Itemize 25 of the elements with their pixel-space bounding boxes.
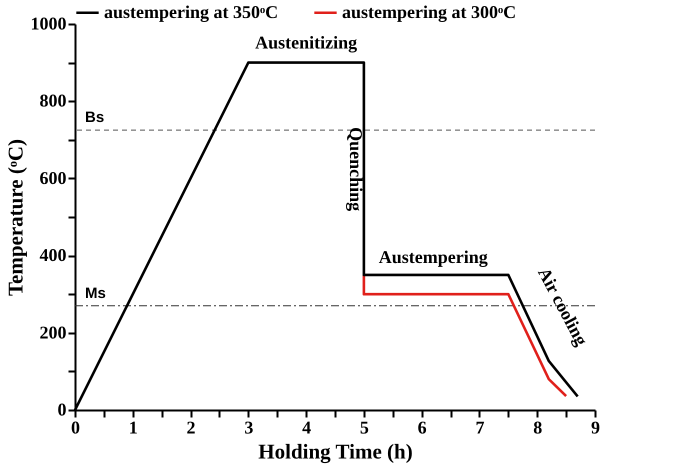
legend-label: austempering at 350ᵒC xyxy=(104,2,278,22)
y-tick-label: 200 xyxy=(40,322,66,342)
legend-label: austempering at 300ᵒC xyxy=(342,2,516,22)
x-tick-label: 6 xyxy=(418,418,427,438)
x-tick-label: 2 xyxy=(186,418,196,438)
x-tick-label: 0 xyxy=(71,418,80,438)
x-tick-label: 4 xyxy=(302,418,312,438)
annotation: Austenitizing xyxy=(255,32,358,53)
y-tick-label: 0 xyxy=(58,400,66,420)
x-axis-title: Holding Time (h) xyxy=(258,440,413,464)
x-tick-label: 7 xyxy=(475,418,484,438)
ref-line-label: Ms xyxy=(85,284,106,302)
y-axis-title: Temperature (ᵒC) xyxy=(4,138,28,296)
y-tick-label: 400 xyxy=(40,245,66,266)
x-tick-label: 8 xyxy=(533,418,542,438)
y-tick-label: 600 xyxy=(40,168,66,188)
annotation: Austempering xyxy=(378,246,488,267)
x-tick-label: 3 xyxy=(244,418,254,438)
ref-line-label: Bs xyxy=(85,109,104,126)
y-tick-label: 800 xyxy=(40,90,66,111)
annotation: Quenching xyxy=(346,127,366,212)
x-tick-label: 5 xyxy=(360,418,369,438)
x-tick-label: 1 xyxy=(128,418,138,438)
y-tick-label: 1000 xyxy=(30,14,66,34)
x-tick-label: 9 xyxy=(591,418,600,438)
